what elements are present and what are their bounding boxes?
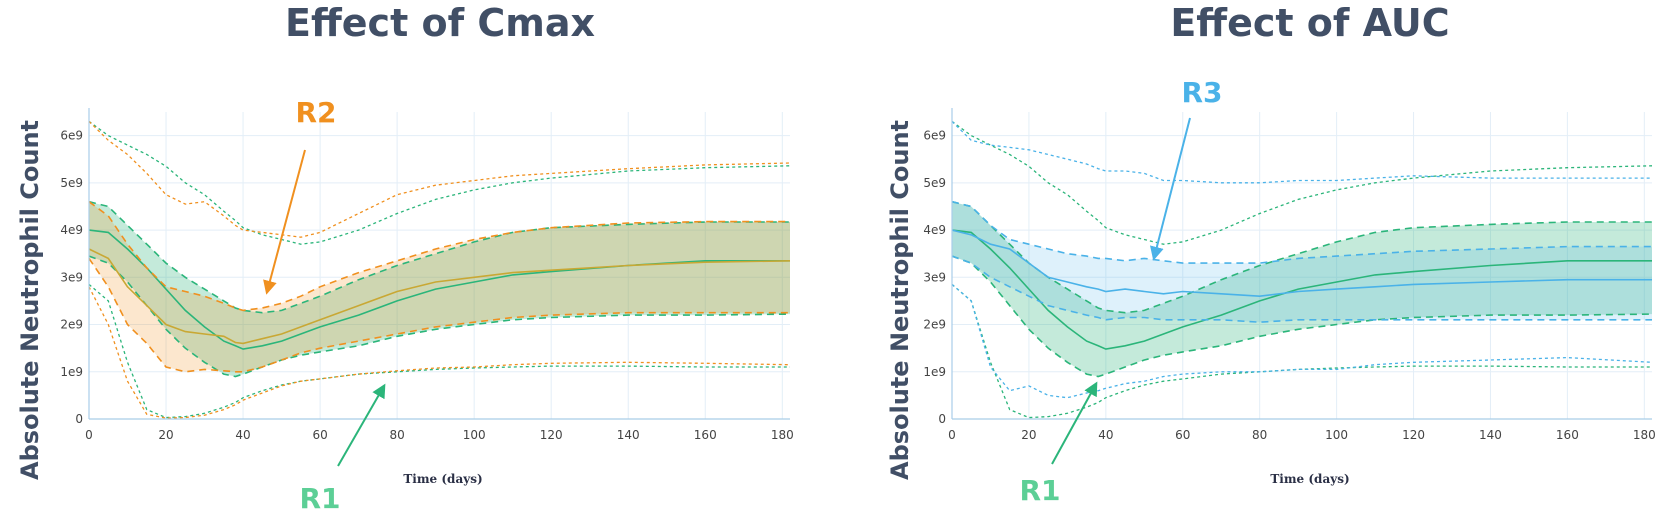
y-tick-label: 1e9 [60, 365, 83, 379]
band-upper-blue [951, 200, 1652, 264]
x-tick-label: 180 [771, 428, 794, 442]
median-line-orange [88, 248, 791, 345]
axes [951, 108, 1652, 420]
annotation-label-r2: R2 [295, 96, 336, 129]
band-upper-green [951, 200, 1652, 314]
x-tick-label: 40 [235, 428, 250, 442]
annotation-r2: R2 [263, 96, 337, 295]
x-tick-label: 60 [1175, 428, 1190, 442]
y-tick-label: 4e9 [923, 223, 946, 237]
x-tick-label: 20 [1021, 428, 1036, 442]
y-tick-label: 0 [938, 412, 946, 426]
median-line-green [88, 229, 790, 350]
y-axis-label: Absolute Neutrophil Count [16, 120, 44, 480]
outer-upper-blue [951, 120, 1652, 184]
axes [88, 108, 790, 420]
x-tick-label: 140 [617, 428, 640, 442]
band-lower-blue [951, 255, 1652, 324]
x-tick-label: 100 [463, 428, 486, 442]
x-tick-label: 180 [1633, 428, 1656, 442]
x-tick-label: 80 [389, 428, 404, 442]
outer-lower-blue [951, 283, 1653, 399]
median-line-blue [951, 229, 1652, 298]
annotation-label-r3: R3 [1181, 76, 1222, 109]
y-tick-label: 5e9 [923, 176, 946, 190]
chart-panel-cmax: Effect of Cmax Absolute Neutrophil Count… [16, 1, 794, 515]
y-tick-label: 2e9 [60, 318, 83, 332]
outer-upper-orange [88, 120, 791, 238]
x-tick-label: 80 [1252, 428, 1267, 442]
band-lower-orange [88, 257, 790, 373]
tick-labels: 0 20 40 60 80 100 120 140 160 180 0 1e9 2e9 3e9 4e9 5e9… [60, 129, 793, 442]
outer-lower-green [88, 283, 790, 419]
y-tick-label: 4e9 [60, 223, 83, 237]
chart-title: Effect of Cmax [285, 1, 595, 45]
annotation-arrow-r1 [1051, 381, 1098, 465]
y-axis-label: Absolute Neutrophil Count [886, 120, 914, 480]
outer-upper-green [951, 120, 1653, 245]
annotation-r3: R3 [1150, 76, 1223, 261]
x-tick-label: 160 [1556, 428, 1579, 442]
x-tick-label: 40 [1098, 428, 1113, 442]
band-blue [952, 201, 1652, 323]
x-tick-label: 120 [1402, 428, 1425, 442]
x-axis-label: Time (days) [403, 472, 482, 486]
band-upper-green [88, 200, 790, 314]
x-axis-label: Time (days) [1270, 472, 1349, 486]
x-tick-label: 140 [1479, 428, 1502, 442]
y-tick-label: 2e9 [923, 318, 946, 332]
tick-labels: 0 20 40 60 80 100 120 140 160 180 0 1e9 2e9 3e9 4e9 5e9… [923, 129, 1655, 442]
band-orange [89, 201, 790, 372]
annotation-arrow-r1 [337, 383, 386, 467]
y-tick-label: 3e9 [60, 270, 83, 284]
band-lower-green [951, 255, 1653, 378]
series-lines [951, 120, 1653, 419]
y-tick-label: 6e9 [60, 129, 83, 143]
annotation-label-r1: R1 [299, 482, 340, 514]
gridlines [951, 112, 1652, 420]
chart-title: Effect of AUC [1170, 1, 1449, 45]
y-tick-label: 3e9 [923, 270, 946, 284]
outer-lower-green [951, 283, 1652, 419]
y-tick-label: 0 [75, 412, 83, 426]
x-tick-label: 0 [85, 428, 93, 442]
median-line-green [951, 229, 1652, 350]
chart-panel-auc: Effect of AUC Absolute Neutrophil Count … [886, 1, 1656, 507]
x-tick-label: 120 [540, 428, 563, 442]
annotation-arrow-r2 [263, 149, 306, 295]
annotation-r1: R1 [1019, 381, 1098, 507]
y-tick-label: 5e9 [60, 176, 83, 190]
annotation-r1: R1 [299, 383, 386, 515]
y-tick-label: 6e9 [923, 129, 946, 143]
x-tick-label: 60 [312, 428, 327, 442]
x-tick-label: 20 [158, 428, 173, 442]
x-tick-label: 0 [948, 428, 956, 442]
x-tick-label: 160 [694, 428, 717, 442]
y-tick-label: 1e9 [923, 365, 946, 379]
annotation-label-r1: R1 [1019, 474, 1060, 507]
annotation-arrow-r3 [1150, 117, 1191, 261]
x-tick-label: 100 [1325, 428, 1348, 442]
